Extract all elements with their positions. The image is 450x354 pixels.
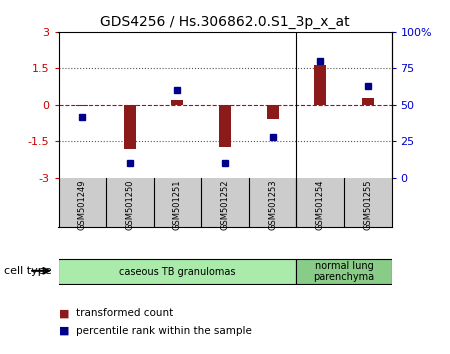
Text: ■: ■ xyxy=(58,326,69,336)
Text: GSM501251: GSM501251 xyxy=(173,179,182,230)
Text: GSM501254: GSM501254 xyxy=(315,179,324,230)
Text: ■: ■ xyxy=(58,308,69,318)
Text: cell type: cell type xyxy=(4,266,52,276)
Text: GSM501252: GSM501252 xyxy=(220,179,230,230)
Text: GSM501255: GSM501255 xyxy=(363,179,372,230)
Bar xyxy=(266,105,279,120)
Bar xyxy=(362,98,374,105)
Bar xyxy=(171,99,183,105)
Bar xyxy=(314,65,326,105)
Bar xyxy=(124,105,136,149)
Text: percentile rank within the sample: percentile rank within the sample xyxy=(76,326,252,336)
Text: normal lung
parenchyma: normal lung parenchyma xyxy=(313,261,374,282)
Bar xyxy=(219,105,231,147)
FancyBboxPatch shape xyxy=(58,259,297,285)
Title: GDS4256 / Hs.306862.0.S1_3p_x_at: GDS4256 / Hs.306862.0.S1_3p_x_at xyxy=(100,16,350,29)
Text: GSM501253: GSM501253 xyxy=(268,179,277,230)
Bar xyxy=(76,105,88,106)
Text: GSM501250: GSM501250 xyxy=(126,179,135,230)
Text: caseous TB granulomas: caseous TB granulomas xyxy=(119,267,236,277)
Text: transformed count: transformed count xyxy=(76,308,174,318)
FancyBboxPatch shape xyxy=(297,259,392,285)
Text: GSM501249: GSM501249 xyxy=(78,179,87,230)
